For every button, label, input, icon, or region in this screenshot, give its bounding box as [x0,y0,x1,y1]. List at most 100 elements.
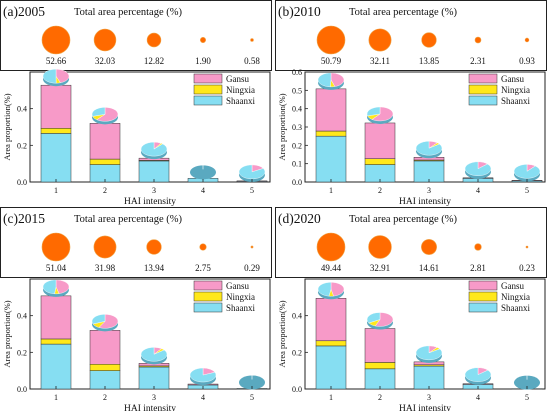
bubble-label: 31.98 [95,263,116,273]
x-tick-label: 4 [201,393,205,402]
composition-pie [239,372,265,390]
bubble-title: Total area percentage (%) [74,214,182,225]
bubble-label: 52.66 [46,56,67,66]
y-tick-label: 0.4 [17,105,27,114]
x-axis-label: HAI intensity [399,404,451,411]
legend-swatch-ningxia [193,291,223,302]
pie-slice-gansu [330,282,345,297]
bar-shaanxi [138,160,170,183]
x-tick-label: 1 [329,393,333,402]
y-tick-label: 0.4 [292,105,302,114]
pie-slice-shaanxi [238,164,266,180]
bubble-label: 2.75 [195,263,211,273]
legend-label-ningxia: Ningxia [226,292,255,302]
composition-pie [140,141,168,160]
pie-slice-shaanxi [189,367,217,383]
x-tick-label: 2 [103,186,107,195]
composition-pie [317,72,345,90]
bubble [316,25,346,55]
pie-slice-shaanxi [317,72,332,88]
bubble-label: 51.04 [46,263,67,273]
bubble [474,36,482,44]
legend-label-ningxia: Ningxia [501,292,530,302]
bar-ningxia [364,158,396,165]
bubble-label: 13.85 [419,56,440,66]
pie-slice-gansu [55,279,70,294]
composition-pie [464,367,492,385]
bar-gansu [89,330,121,365]
panel-3: (c)2015 Total area percentage (%) 51.04 31.… [0,207,272,411]
composition-pie [140,347,168,365]
bar-shaanxi [40,343,72,390]
x-tick-label: 1 [54,393,58,402]
bubble-title: Total area percentage (%) [349,214,457,225]
bar-ningxia [40,128,72,134]
y-tick-label: 0.0 [292,178,302,187]
bar-ningxia [89,364,121,371]
legend-swatch-gansu [193,73,223,84]
pie-slice-shaanxi [415,141,443,156]
pie-depth [190,165,216,180]
composition-pie [415,345,443,363]
bubble [250,245,254,249]
panel-label: (c)2015 [3,211,45,226]
pie-depth [239,375,265,390]
bubble [316,232,346,262]
x-axis-label: HAI intensity [124,404,176,411]
composition-pie [189,367,217,386]
y-tick-label: 0.6 [292,68,302,77]
bar-shaanxi [413,365,445,390]
bubble-title: Total area percentage (%) [74,7,182,18]
bar-chart: 0.0 0.2 0.4 Area proportion(%) 1 2 3 4 5 HAI inte… [2,68,271,207]
bubble-label: 0.23 [519,263,535,273]
legend-swatch-gansu [468,280,498,291]
bar-shaanxi [364,368,396,390]
composition-pie [366,106,394,124]
x-tick-label: 3 [427,393,431,402]
composition-pie [42,68,70,87]
legend-label-ningxia: Ningxia [501,85,530,95]
composition-pie [317,282,345,300]
pie-slice-shaanxi [366,106,381,117]
y-tick-label: 0.0 [292,385,302,394]
pie-slice-gansu [96,107,119,122]
y-axis-label: Area proportion(%) [277,93,287,160]
bar-gansu [40,295,72,340]
pie-slice-gansu [330,72,345,87]
legend-swatch-gansu [193,280,223,291]
legend-label-shaanxi: Shaanxi [501,96,530,106]
legend-label-ningxia: Ningxia [226,85,255,95]
bar-gansu [89,123,121,160]
y-tick-label: 0.4 [292,312,302,321]
y-axis-label: Area proportion(%) [277,300,287,367]
pie-slice-shaanxi [140,347,168,362]
pie-slice-shaanxi [42,68,57,84]
x-tick-label: 4 [201,186,205,195]
legend-label-gansu: Gansu [226,281,249,291]
bubble-strip: (b)2010 Total area percentage (%) 50.79 32.… [275,0,547,71]
legend-swatch-shaanxi [468,302,498,313]
x-tick-label: 3 [152,393,156,402]
legend-label-shaanxi: Shaanxi [226,96,255,106]
bubble [524,37,530,43]
x-axis-label: HAI intensity [124,197,176,207]
pie-slice-shaanxi [42,279,57,295]
bubble-label: 14.61 [419,263,439,273]
panel-label: (b)2010 [278,4,321,19]
pie-slice-shaanxi [91,107,106,117]
bubble [200,37,206,43]
bubble-label: 50.79 [321,56,342,66]
y-tick-label: 0.2 [17,348,27,357]
panel-2: (b)2010 Total area percentage (%)50.79 32.… [275,0,547,207]
composition-pie [366,312,394,330]
legend-swatch-shaanxi [468,95,498,106]
legend-label-gansu: Gansu [501,281,524,291]
bar-ningxia [315,340,347,347]
y-tick-label: 0.2 [292,141,302,150]
x-tick-label: 2 [103,393,107,402]
composition-pie [514,372,540,390]
bubble-label: 2.81 [470,263,486,273]
